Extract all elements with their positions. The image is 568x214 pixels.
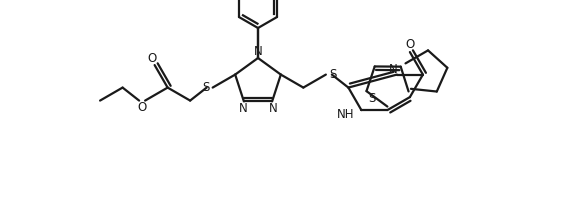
Text: NH: NH — [337, 108, 354, 121]
Text: O: O — [137, 101, 147, 114]
Text: S: S — [202, 81, 210, 94]
Text: S: S — [368, 92, 375, 105]
Text: O: O — [405, 38, 415, 51]
Text: N: N — [389, 63, 397, 76]
Text: N: N — [239, 102, 247, 115]
Text: S: S — [329, 68, 337, 81]
Text: N: N — [269, 102, 278, 115]
Text: O: O — [147, 52, 156, 65]
Text: N: N — [254, 45, 262, 58]
